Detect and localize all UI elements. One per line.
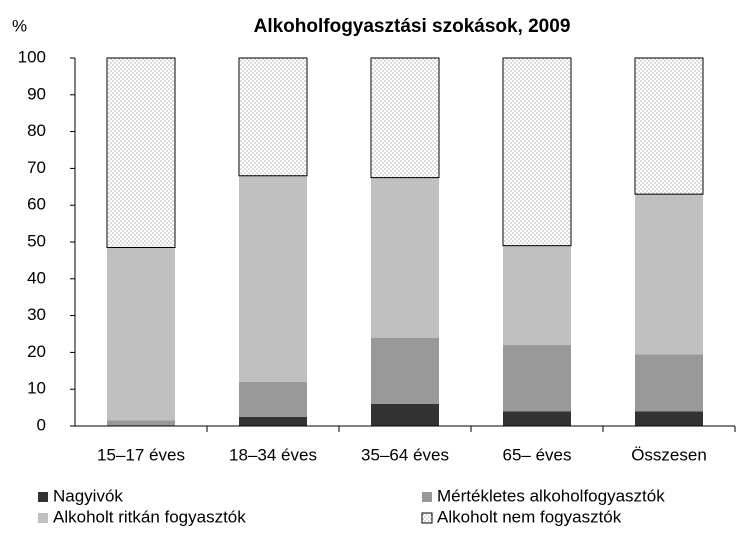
bar-segment [239,175,307,382]
x-tick-label: 65– éves [503,445,572,464]
x-tick-label: 18–34 éves [229,445,317,464]
bar-segment [371,337,439,404]
y-axis-label: % [12,16,27,35]
legend-swatch [421,512,433,524]
legend-label: Alkoholt nem fogyasztók [437,507,622,526]
y-tick-label: 80 [27,121,46,140]
legend-swatch [422,492,432,502]
x-tick-label: Összesen [631,445,707,464]
legend-label: Alkoholt ritkán fogyasztók [53,507,246,526]
bar-segment [371,177,439,338]
bar-segment [239,416,307,426]
x-tick-label: 15–17 éves [97,445,185,464]
bar-segment [634,57,704,195]
bar-segment [635,411,703,426]
bar-segment [503,345,571,412]
y-tick-label: 90 [27,84,46,103]
bar-segment [635,354,703,412]
y-tick-label: 40 [27,268,46,287]
bar-segment [503,411,571,426]
legend-swatch [38,513,48,523]
y-tick-label: 10 [27,379,46,398]
y-tick-label: 100 [18,47,46,66]
x-tick-label: 35–64 éves [361,445,449,464]
bar-segment [106,57,176,249]
bar-segment [238,57,308,177]
y-tick-label: 20 [27,342,46,361]
y-tick-label: 50 [27,231,46,250]
bar-segment [503,245,571,346]
chart-title: Alkoholfogyasztási szokások, 2009 [254,16,571,37]
y-tick-label: 60 [27,195,46,214]
bar-segment [107,420,175,426]
legend-label: Mértékletes alkoholfogyasztók [437,486,665,505]
bar-segment [502,57,572,247]
y-tick-label: 30 [27,305,46,324]
bar-segment [370,57,440,179]
y-tick-label: 70 [27,158,46,177]
bar-segment [635,194,703,355]
y-tick-label: 0 [37,415,46,434]
bar-segment [371,403,439,426]
legend-label: Nagyivók [53,486,123,505]
legend-swatch [38,492,48,502]
bar-segment [107,247,175,421]
bar-segment [239,381,307,417]
